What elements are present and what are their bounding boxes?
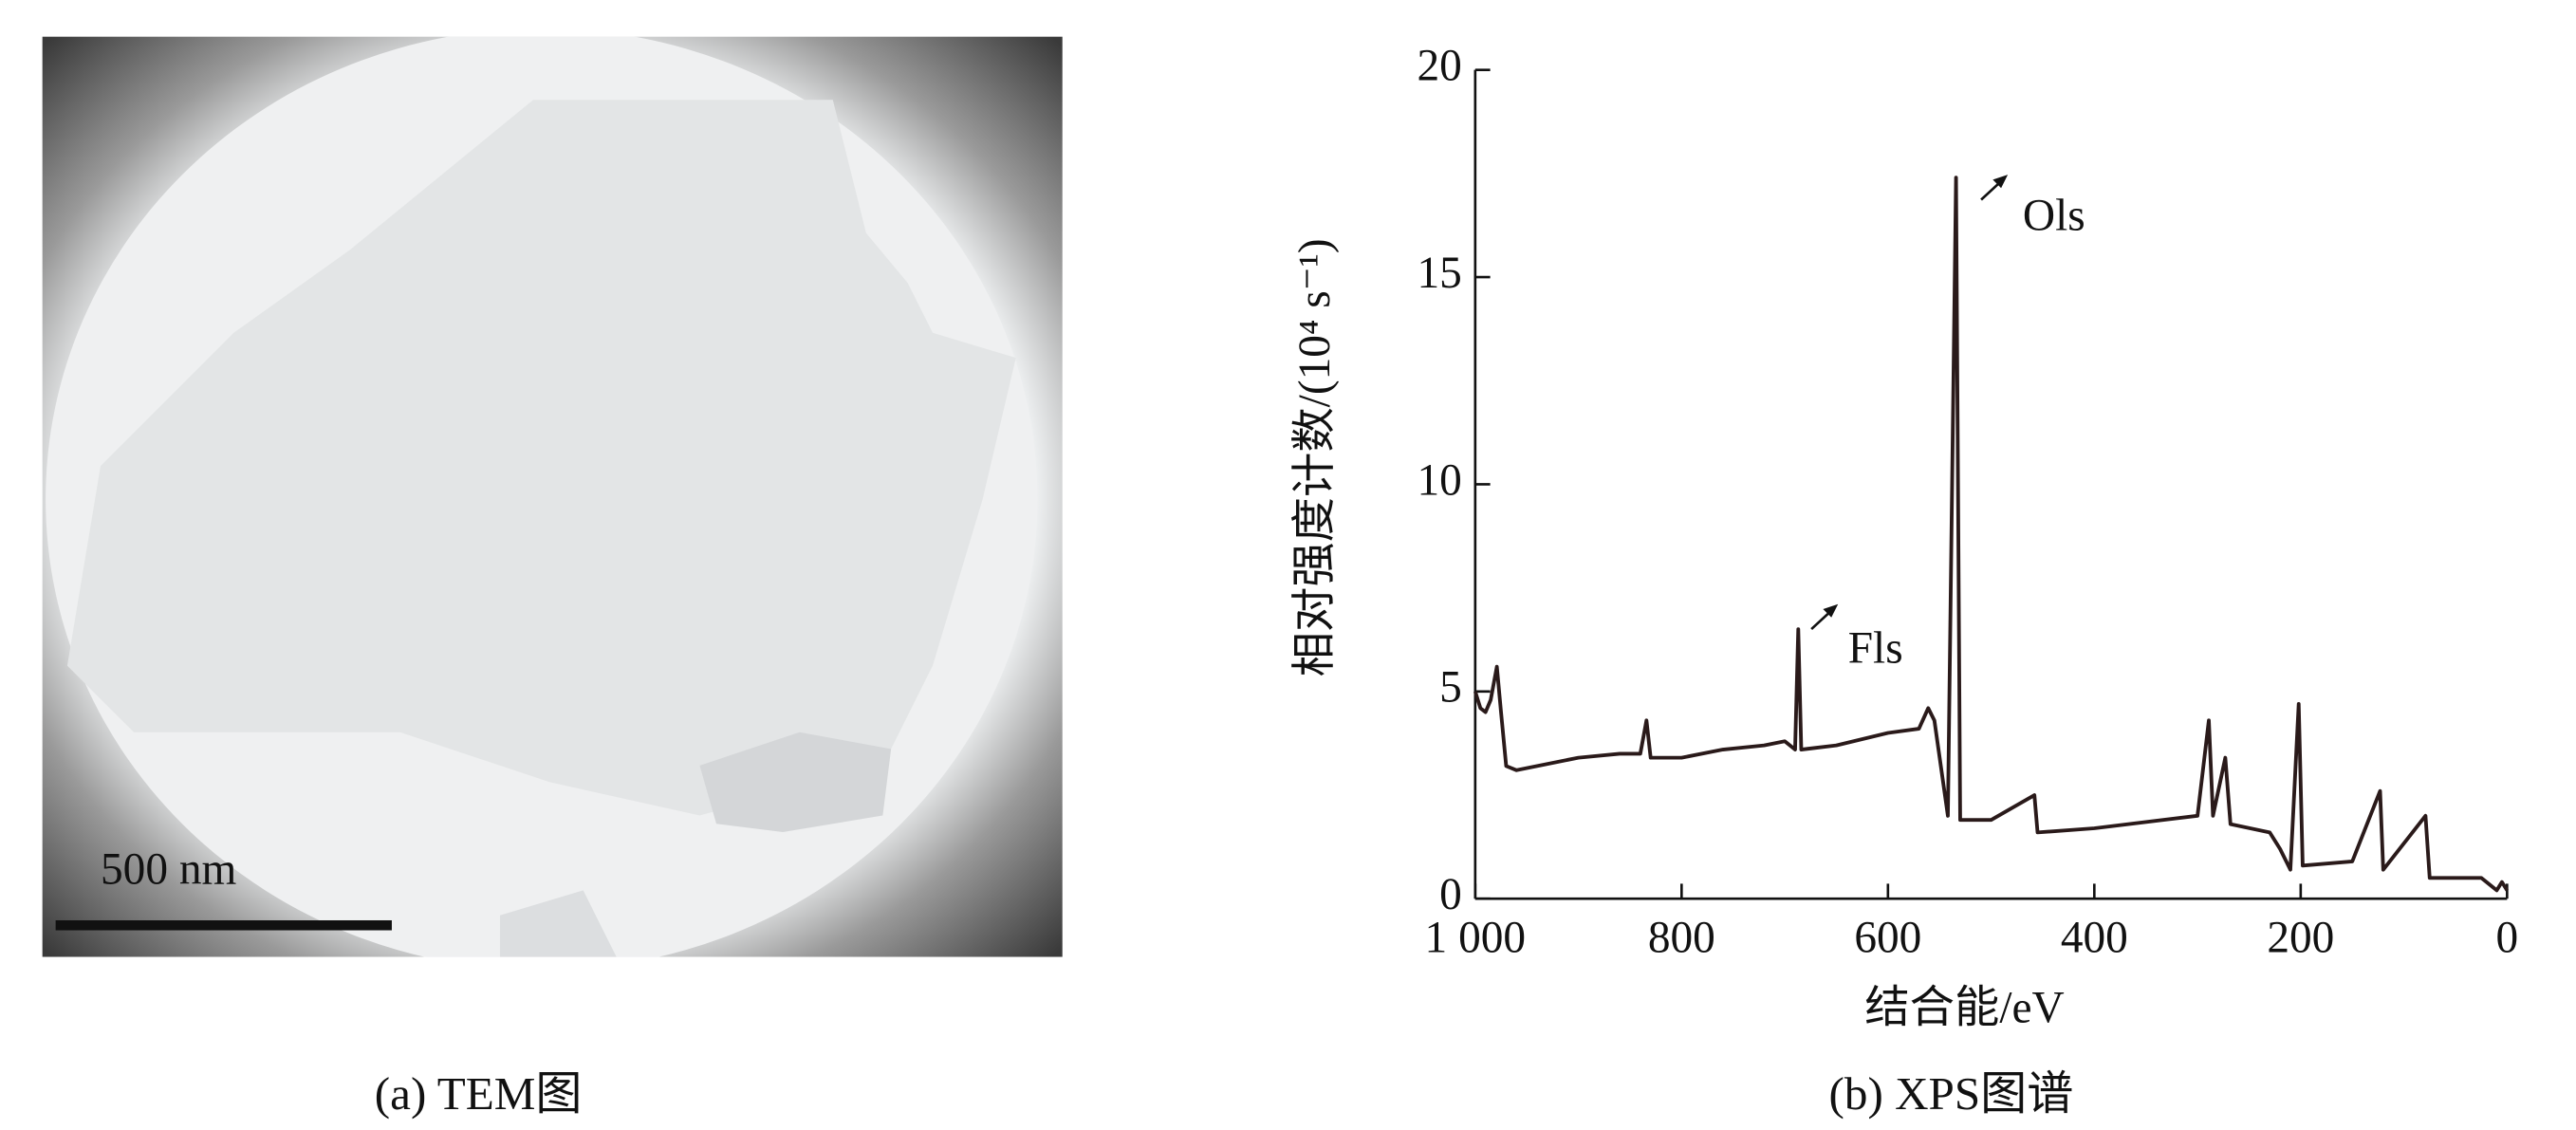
x-tick-label: 400 [2061,914,2128,963]
y-axis-label: 相对强度计数/(10⁴ s⁻¹) [1290,238,1340,676]
annotation: Fls [1848,623,1903,673]
x-tick-label: 0 [2496,914,2519,963]
caption: (b) XPS图谱 [1829,1067,2074,1120]
y-tick-label: 15 [1417,249,1461,298]
caption: (a) TEM图 [375,1067,583,1120]
scale-bar-label: 500 nm [101,845,237,895]
y-tick-label: 5 [1439,663,1462,713]
y-tick-label: 0 [1439,870,1462,919]
y-tick-label: 10 [1417,455,1461,505]
scale-bar [55,919,392,931]
x-tick-label: 1 000 [1425,914,1527,963]
arrow-head [1992,175,2009,189]
arrow-head [1823,603,1839,618]
x-axis-label: 结合能/eV [1864,983,2064,1032]
x-tick-label: 800 [1648,914,1715,963]
chart: Ols Fls 结合能/eV 相对强度计数/(10⁴ s⁻¹) (b) XPS图… [1290,69,2508,1120]
x-tick-label: 600 [1854,914,1921,963]
tem-image [42,36,1063,957]
annotation: Ols [2023,191,2085,240]
spectrum-line [1473,176,2509,893]
x-tick-label: 200 [2267,914,2334,963]
y-tick-label: 20 [1417,42,1461,91]
